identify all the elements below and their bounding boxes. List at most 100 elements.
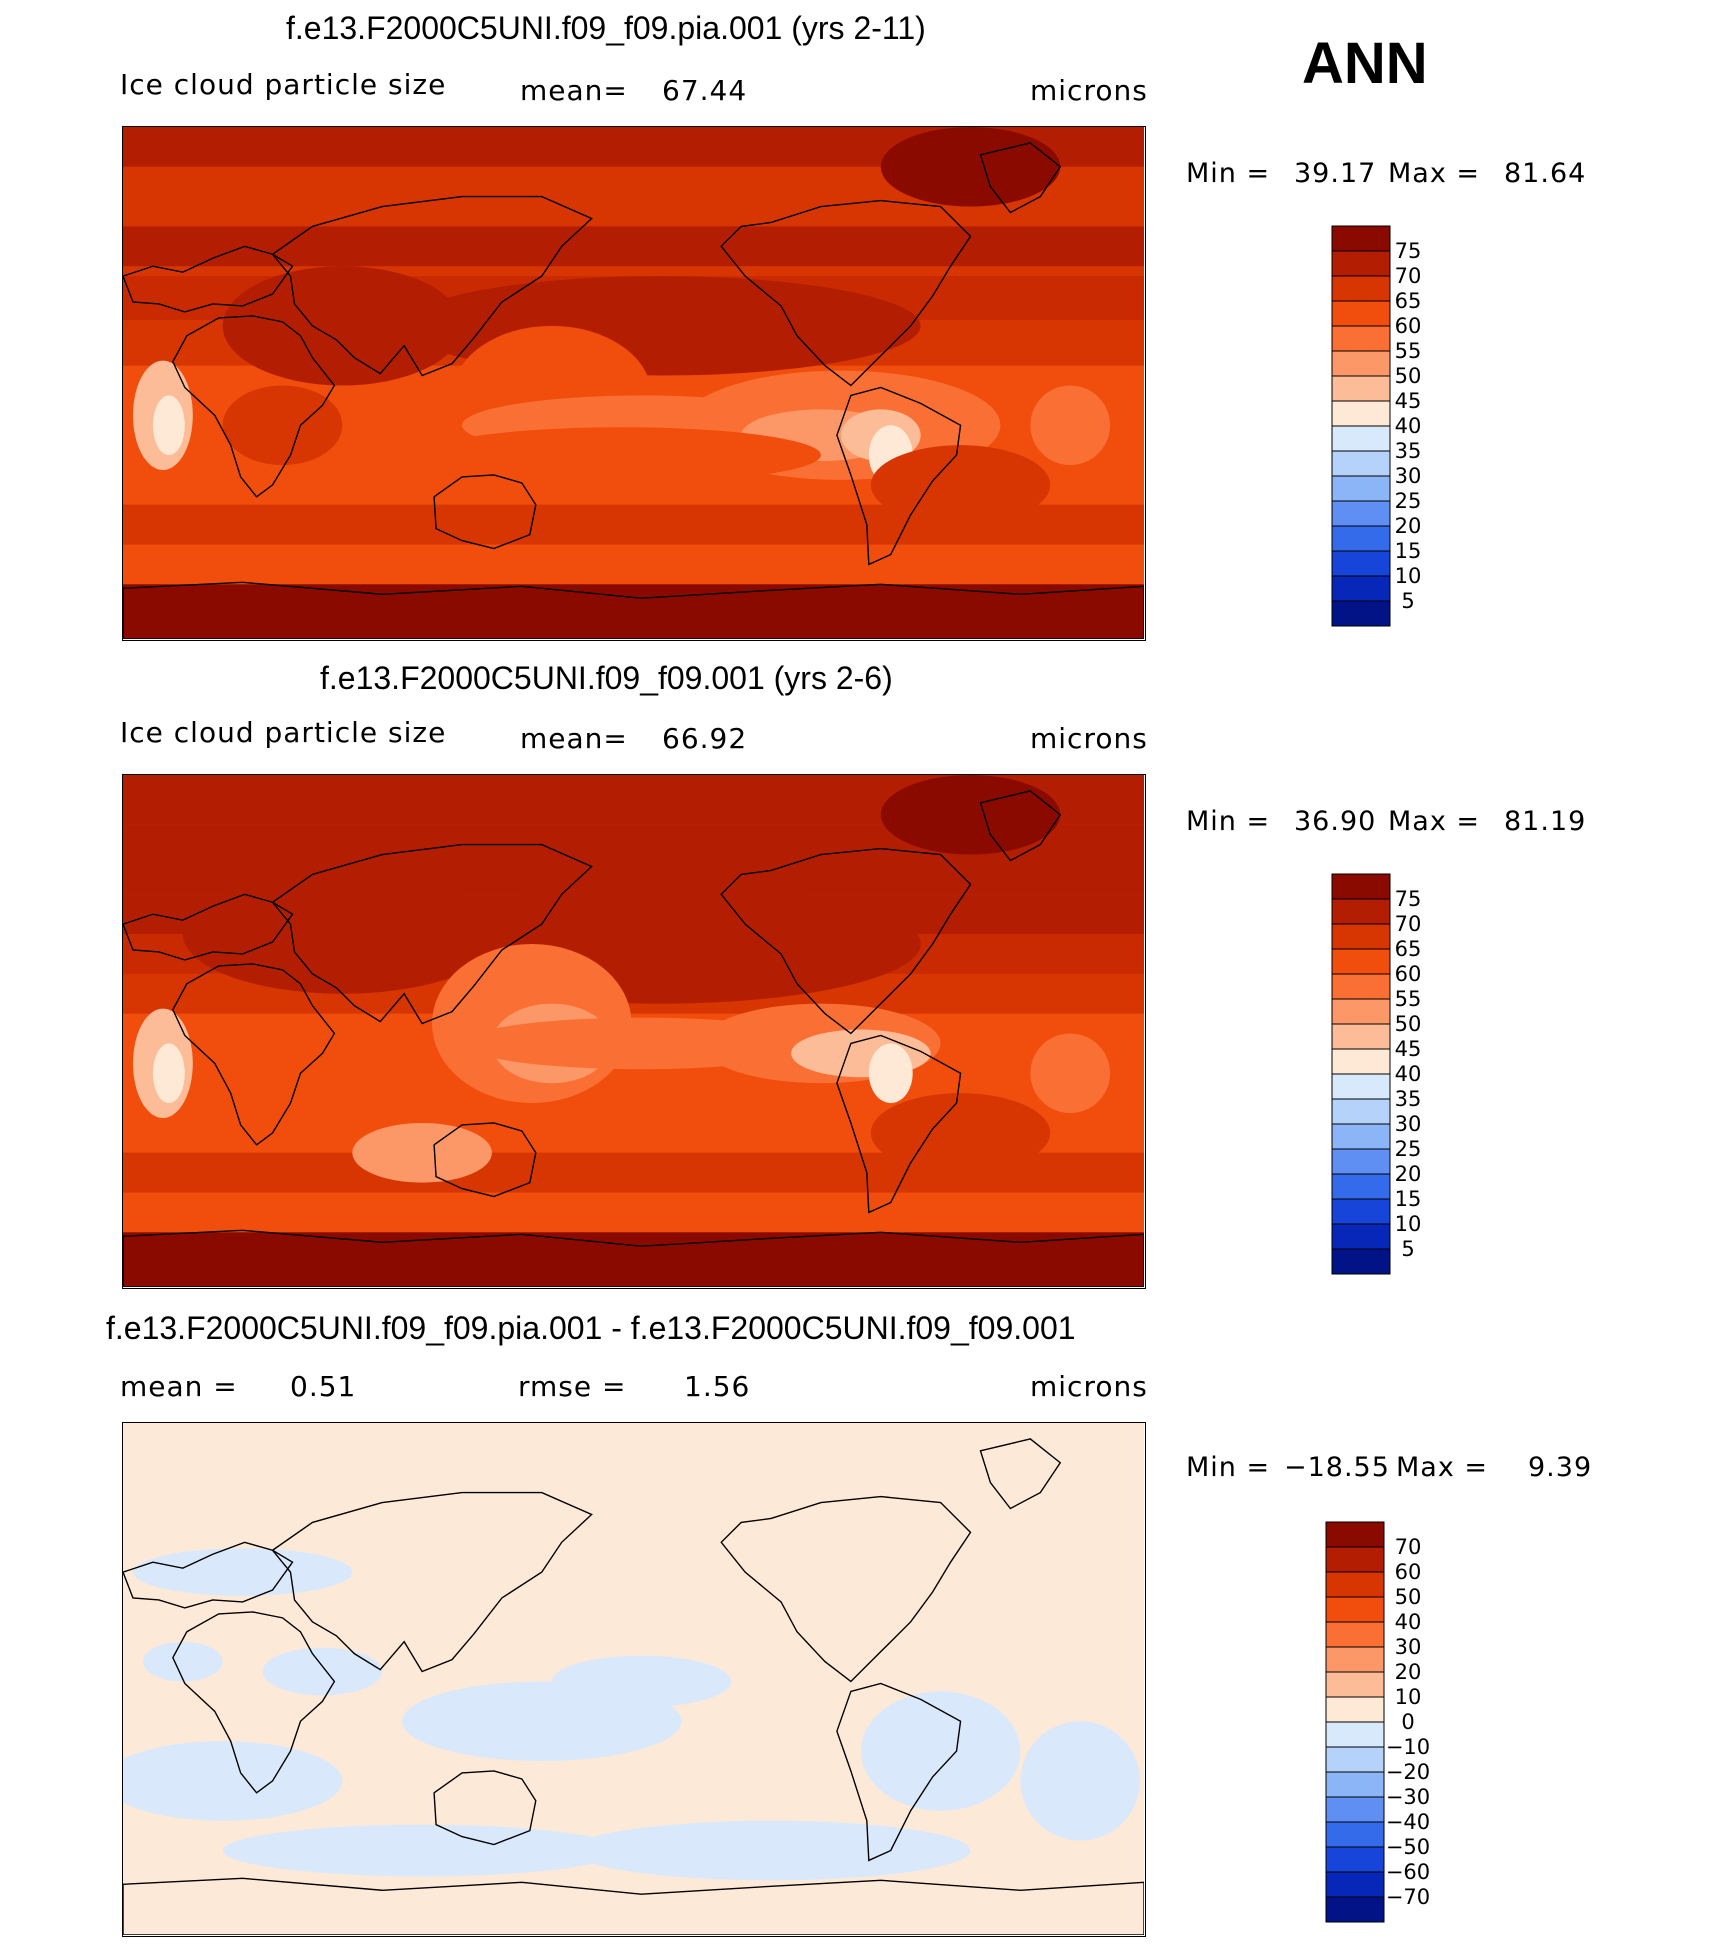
panel1-max-value: 81.64 — [1504, 158, 1587, 189]
colorbar-segment — [1331, 475, 1391, 502]
colorbar-tick-label: 40 — [1395, 414, 1422, 438]
colorbar-tick-label: −50 — [1386, 1835, 1430, 1859]
colorbar-tick-label: 5 — [1401, 589, 1414, 613]
panel1-min-label: Min = — [1186, 158, 1271, 189]
field-contour — [870, 1093, 1051, 1173]
coastline — [123, 1877, 1144, 1935]
colorbar-tick-label: 55 — [1395, 339, 1422, 363]
colorbar-tick-label: 45 — [1395, 1037, 1422, 1061]
colorbar-segment — [1325, 1821, 1385, 1848]
colorbar-tick-label: 40 — [1395, 1062, 1422, 1086]
coastline — [271, 1491, 593, 1673]
field-contour — [880, 775, 1061, 855]
coastline — [172, 963, 336, 1146]
colorbar-segment — [1331, 1173, 1391, 1200]
panel1-units: microns — [1030, 74, 1148, 107]
colorbar-tick-label: −20 — [1386, 1760, 1430, 1784]
colorbar-tick-label: 0 — [1401, 1710, 1414, 1734]
colorbar-segment — [1331, 1098, 1391, 1125]
colorbar-segment — [1325, 1546, 1385, 1573]
coastline — [979, 1438, 1062, 1510]
panel1-min-value: 39.17 — [1294, 158, 1377, 189]
colorbar-segment — [1331, 550, 1391, 577]
colorbar-segment — [1331, 898, 1391, 925]
panel2-min-label: Min = — [1186, 806, 1271, 837]
colorbar-tick-label: 40 — [1395, 1610, 1422, 1634]
colorbar-tick-label: 10 — [1395, 1212, 1422, 1236]
panel3-max-value: 9.39 — [1528, 1452, 1593, 1483]
panel3-min-label: Min = — [1186, 1452, 1271, 1483]
colorbar-tick-label: −70 — [1386, 1885, 1430, 1909]
colorbar-segment — [1331, 225, 1391, 252]
colorbar-segment — [1331, 425, 1391, 452]
colorbar-segment — [1325, 1796, 1385, 1823]
coastline — [836, 386, 962, 566]
field-band — [123, 544, 1144, 585]
colorbar-tick-label: −40 — [1386, 1810, 1430, 1834]
colorbar-segment — [1331, 1198, 1391, 1225]
colorbar-tick-label: 35 — [1395, 1087, 1422, 1111]
colorbar-tick-label: 10 — [1395, 564, 1422, 588]
field-contour — [422, 427, 821, 483]
colorbar-tick-label: 60 — [1395, 962, 1422, 986]
field-band — [123, 1192, 1144, 1233]
coastline — [720, 199, 972, 387]
colorbar-segment — [1331, 525, 1391, 552]
colorbar-segment — [1325, 1596, 1385, 1623]
colorbar-tick-label: 5 — [1401, 1237, 1414, 1261]
coastline — [433, 1770, 537, 1846]
colorbar-segment — [1331, 1223, 1391, 1250]
colorbar-tick-label: 10 — [1395, 1685, 1422, 1709]
panel2-max-label: Max = — [1388, 806, 1481, 837]
colorbar-tick-label: 15 — [1395, 1187, 1422, 1211]
field-contour — [222, 385, 343, 466]
colorbar-tick-label: 15 — [1395, 539, 1422, 563]
panel3-rmse-label: rmse = — [518, 1370, 627, 1403]
colorbar-tick-label: 25 — [1395, 489, 1422, 513]
panel2-title: f.e13.F2000C5UNI.f09_f09.001 (yrs 2-6) — [320, 660, 893, 696]
colorbar-tick-label: 20 — [1395, 1660, 1422, 1684]
panel3-max-label: Max = — [1396, 1452, 1489, 1483]
panel2-mean-value: 66.92 — [662, 722, 748, 755]
coastline — [979, 790, 1062, 862]
colorbar-segment — [1331, 400, 1391, 427]
panel2-units: microns — [1030, 722, 1148, 755]
coastline — [433, 474, 537, 550]
colorbar-tick-label: −60 — [1386, 1860, 1430, 1884]
panel2-variable: Ice cloud particle size — [120, 716, 447, 749]
panel1-mean-value: 67.44 — [662, 74, 748, 107]
colorbar-tick-label: 75 — [1395, 887, 1422, 911]
field-contour — [123, 1741, 343, 1821]
field-contour — [880, 127, 1061, 207]
panel1-max-label: Max = — [1388, 158, 1481, 189]
coastline — [720, 847, 972, 1035]
coastline — [433, 1122, 537, 1198]
field-band — [123, 584, 1144, 639]
field-contour — [352, 1122, 492, 1183]
colorbar-tick-label: 30 — [1395, 1112, 1422, 1136]
colorbar-tick-label: 65 — [1395, 289, 1422, 313]
colorbar-segment — [1331, 873, 1391, 900]
panel3-map — [122, 1422, 1146, 1937]
panel1-map — [122, 126, 1146, 641]
field-contour — [152, 395, 185, 456]
coastline — [123, 581, 1144, 639]
colorbar-segment — [1325, 1671, 1385, 1698]
colorbar-segment — [1325, 1846, 1385, 1873]
coastline — [720, 1495, 972, 1683]
colorbar-tick-label: 70 — [1395, 1535, 1422, 1559]
field-contour — [571, 1820, 971, 1881]
field-contour — [868, 1043, 913, 1104]
colorbar-tick-label: 50 — [1395, 364, 1422, 388]
colorbar-segment — [1331, 325, 1391, 352]
panel2-mean-label: mean= — [520, 722, 628, 755]
panel3-mean-value: 0.51 — [290, 1370, 357, 1403]
colorbar-segment — [1325, 1521, 1385, 1548]
colorbar-segment — [1331, 923, 1391, 950]
colorbar-segment — [1325, 1746, 1385, 1773]
colorbar-tick-label: 20 — [1395, 1162, 1422, 1186]
field-band — [123, 226, 1144, 267]
colorbar-segment — [1331, 300, 1391, 327]
coastline — [836, 1682, 962, 1862]
